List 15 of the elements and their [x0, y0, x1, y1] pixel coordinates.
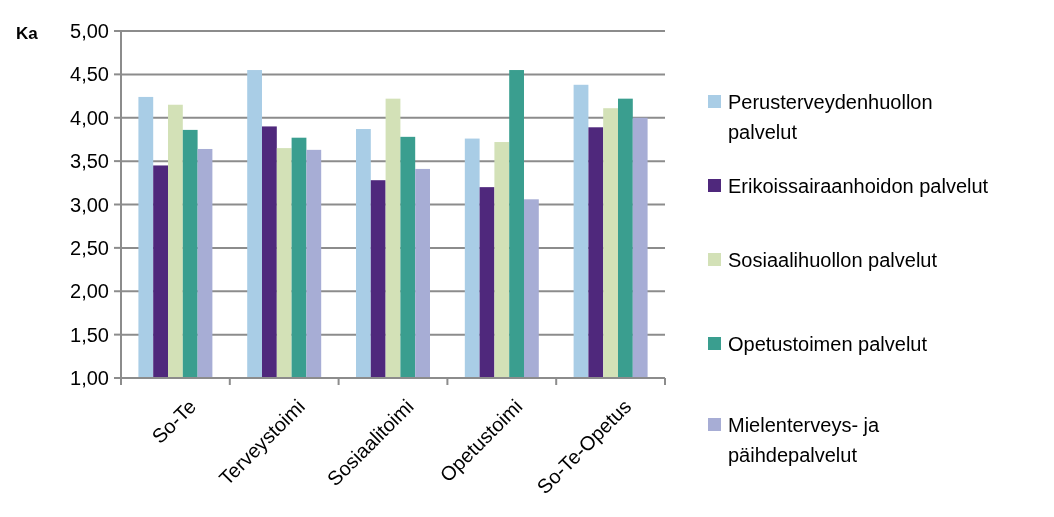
- legend-label: Mielenterveys- ja päihdepalvelut: [728, 414, 881, 466]
- y-tick-label: 1,50: [70, 323, 109, 346]
- y-tick-label: 4,00: [70, 106, 109, 129]
- legend-label: Sosiaalihuollon palvelut: [728, 249, 938, 271]
- y-tick-label: 5,00: [70, 20, 109, 42]
- legend-label: Perusterveydenhuollon palvelut: [728, 91, 933, 143]
- y-tick-label: 2,00: [70, 280, 109, 303]
- y-tick-label: 2,50: [70, 236, 109, 259]
- y-tick-label: 3,50: [70, 150, 109, 173]
- legend-label: Erikoissairaanhoidon palvelut: [728, 175, 989, 197]
- legend-label: Opetustoimen palvelut: [728, 333, 928, 355]
- y-axis-title: Ka: [16, 23, 39, 43]
- y-tick-label: 3,00: [70, 193, 109, 216]
- y-tick-label: 4,50: [70, 63, 109, 86]
- y-tick-label: 1,00: [70, 367, 109, 389]
